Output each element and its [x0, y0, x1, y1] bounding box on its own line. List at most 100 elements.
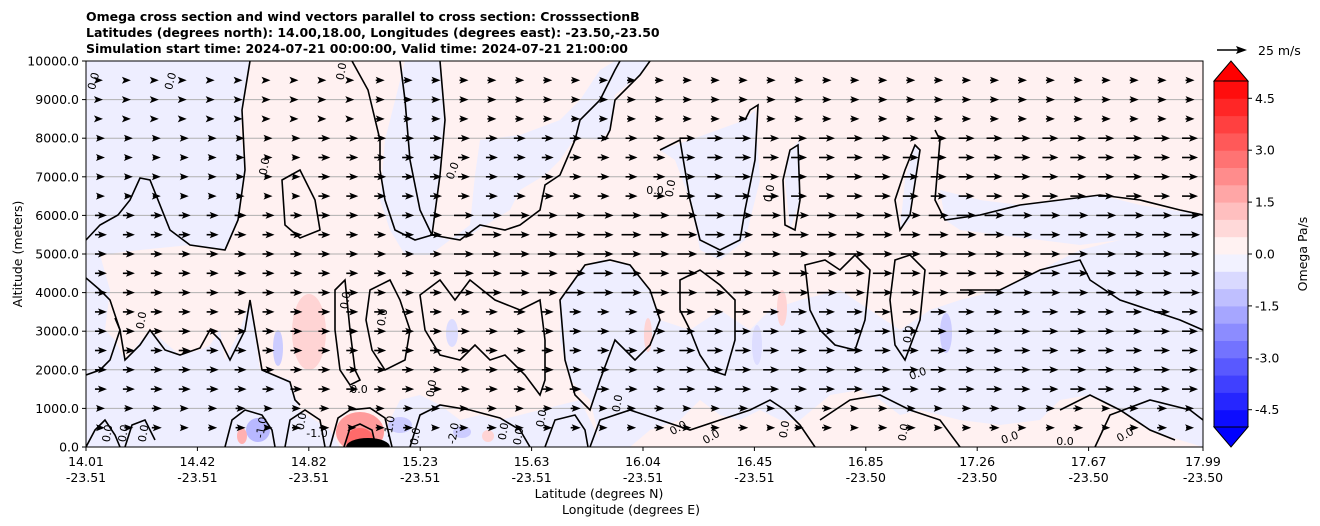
wind-vector	[791, 154, 808, 161]
wind-vector	[902, 134, 919, 142]
wind-vector	[289, 76, 299, 84]
wind-vector	[94, 250, 107, 258]
wind-vector	[457, 154, 470, 161]
wind-vector	[481, 250, 502, 258]
wind-vector	[430, 308, 443, 316]
wind-vector	[1098, 173, 1115, 181]
wind-vector	[430, 366, 443, 374]
wind-vector	[850, 115, 860, 123]
x-tick-label-longitude: -23.51	[400, 470, 440, 485]
wind-vector	[459, 115, 469, 123]
wind-vector	[962, 115, 972, 123]
wind-vector	[794, 115, 804, 123]
wind-vector	[1014, 347, 1031, 354]
red-core-surface-left	[237, 428, 247, 444]
wind-vector	[1152, 250, 1173, 258]
wind-vector	[513, 308, 526, 316]
wind-vector	[402, 192, 415, 200]
wind-vector	[95, 173, 105, 181]
wind-vector	[430, 134, 443, 142]
wind-vector	[289, 96, 299, 104]
wind-vector	[705, 231, 726, 239]
wind-vector	[486, 404, 497, 412]
contour-label: 0.0	[408, 427, 424, 446]
wind-vector	[94, 347, 107, 354]
wind-vector	[233, 76, 243, 84]
wind-vector	[766, 404, 776, 412]
wind-vector	[457, 192, 470, 200]
y-tick-label: 9000.0	[35, 92, 79, 107]
colorbar-segment	[1214, 115, 1248, 134]
wind-vector	[1073, 115, 1083, 123]
wind-vector	[649, 269, 670, 277]
wind-vector	[94, 385, 107, 393]
wind-vector	[930, 385, 947, 393]
contour-upper-right-3	[894, 143, 921, 233]
x-axis: 14.01-23.5114.42-23.5114.82-23.5115.23-2…	[66, 447, 1223, 485]
wind-vector	[403, 404, 414, 412]
wind-vector	[682, 404, 692, 412]
wind-vector	[402, 385, 415, 393]
wind-vector	[205, 76, 215, 84]
wind-vector	[900, 250, 921, 258]
wind-vector	[179, 154, 189, 161]
colorbar-tick-label: -3.0	[1255, 350, 1279, 365]
contour-label: 0.0	[85, 71, 102, 91]
wind-vector	[653, 192, 666, 200]
blue-patch-mid	[446, 319, 458, 347]
x-tick-label-latitude: 16.04	[625, 454, 661, 469]
wind-vector	[625, 327, 638, 335]
wind-vector	[262, 366, 275, 374]
wind-vector	[290, 385, 303, 393]
wind-vector	[318, 347, 331, 354]
wind-vector	[962, 76, 972, 84]
wind-vector	[290, 269, 303, 277]
wind-vector	[794, 76, 804, 84]
wind-vector	[178, 211, 191, 219]
wind-vector	[177, 115, 187, 123]
blue-region-mid-right	[660, 110, 760, 260]
wind-vector	[1126, 327, 1143, 335]
wind-vector	[1185, 115, 1195, 123]
wind-vector	[565, 231, 586, 239]
wind-vector	[457, 327, 470, 335]
wind-vector	[763, 134, 780, 142]
wind-vector	[1157, 96, 1167, 104]
wind-vector	[569, 192, 582, 200]
wind-vector	[290, 211, 303, 219]
wind-vector	[817, 289, 838, 297]
wind-vector	[653, 308, 666, 316]
y-tick-label: 4000.0	[35, 285, 79, 300]
wind-vector	[846, 347, 863, 354]
wind-vector	[402, 366, 415, 374]
wind-vector	[962, 96, 972, 104]
wind-vector	[1073, 96, 1083, 104]
wind-vector	[1126, 173, 1143, 181]
wind-vector	[543, 76, 553, 84]
wind-vector	[262, 231, 275, 239]
wind-vector	[1012, 250, 1033, 258]
wind-vector	[956, 250, 977, 258]
wind-vector	[763, 366, 780, 374]
wind-vector	[900, 269, 921, 277]
wind-vector	[178, 289, 191, 297]
colorbar-tick-label: 4.5	[1255, 91, 1275, 106]
wind-vector	[346, 231, 359, 239]
wind-vector	[649, 211, 670, 219]
wind-vector	[234, 231, 247, 239]
wind-vector	[707, 134, 724, 142]
wind-vector	[654, 424, 665, 432]
contour-lower-right	[960, 259, 1203, 331]
wind-vector	[1180, 289, 1201, 297]
wind-vector	[430, 211, 443, 219]
wind-vector	[735, 347, 752, 354]
wind-vector	[621, 250, 642, 258]
wind-vector	[1012, 231, 1033, 239]
wind-vector	[234, 269, 247, 277]
wind-vector	[487, 115, 497, 123]
wind-vector	[1126, 366, 1143, 374]
wind-vector	[1180, 250, 1201, 258]
wind-vector	[822, 76, 832, 84]
wind-vector	[318, 134, 331, 142]
wind-vector	[1070, 385, 1087, 393]
